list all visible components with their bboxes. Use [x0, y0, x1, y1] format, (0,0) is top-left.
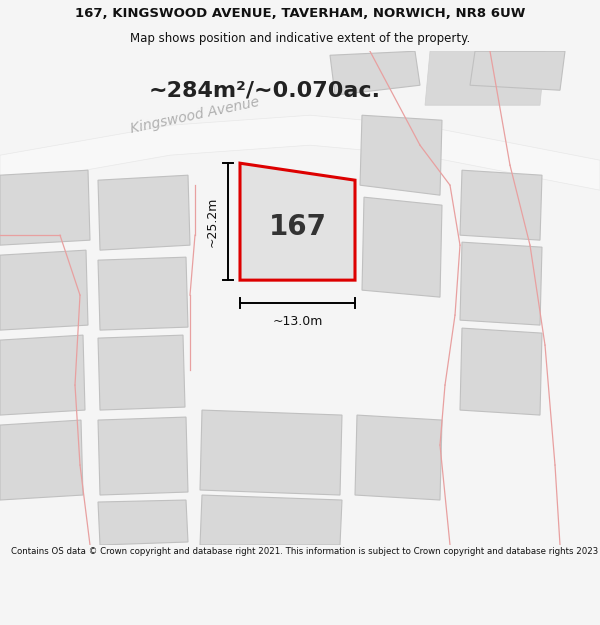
Polygon shape [470, 51, 565, 90]
Polygon shape [0, 170, 90, 245]
Polygon shape [330, 51, 420, 95]
Polygon shape [200, 495, 342, 545]
Polygon shape [0, 335, 85, 415]
Polygon shape [98, 335, 185, 410]
Polygon shape [362, 197, 442, 297]
Polygon shape [460, 242, 542, 325]
Text: ~284m²/~0.070ac.: ~284m²/~0.070ac. [149, 80, 381, 100]
Text: ~25.2m: ~25.2m [205, 196, 218, 247]
Text: Map shows position and indicative extent of the property.: Map shows position and indicative extent… [130, 32, 470, 45]
Text: Kingswood Avenue: Kingswood Avenue [129, 95, 261, 136]
Polygon shape [425, 51, 545, 105]
Polygon shape [240, 163, 355, 280]
Polygon shape [0, 115, 600, 190]
Polygon shape [355, 415, 442, 500]
Polygon shape [98, 257, 188, 330]
Text: 167, KINGSWOOD AVENUE, TAVERHAM, NORWICH, NR8 6UW: 167, KINGSWOOD AVENUE, TAVERHAM, NORWICH… [75, 8, 525, 21]
Polygon shape [0, 420, 83, 500]
Polygon shape [360, 115, 442, 195]
Text: Contains OS data © Crown copyright and database right 2021. This information is : Contains OS data © Crown copyright and d… [11, 548, 600, 556]
Text: ~13.0m: ~13.0m [272, 314, 323, 328]
Polygon shape [98, 175, 190, 250]
Polygon shape [98, 417, 188, 495]
Polygon shape [200, 410, 342, 495]
Polygon shape [460, 328, 542, 415]
Polygon shape [0, 250, 88, 330]
Polygon shape [98, 500, 188, 545]
Polygon shape [460, 170, 542, 240]
Text: 167: 167 [269, 213, 327, 241]
